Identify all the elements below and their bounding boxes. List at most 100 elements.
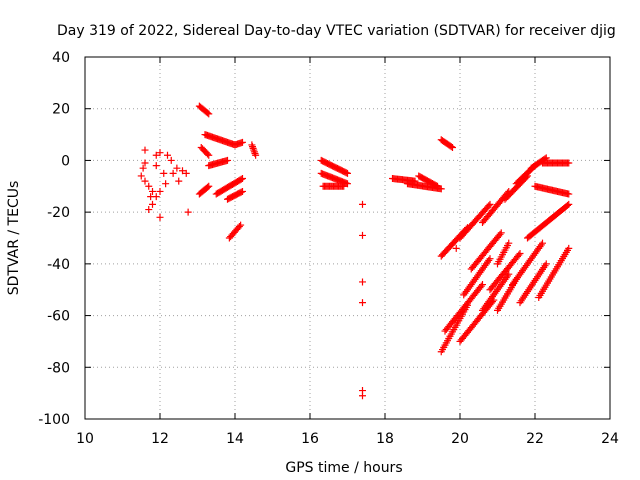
data-point <box>342 169 350 177</box>
data-point <box>137 172 145 180</box>
axis-ticks: 10 12 14 16 18 20 22 24 -100 -80 -60 -40 -20 0 20 40 <box>38 50 619 447</box>
data-point <box>485 202 493 210</box>
data-point <box>515 251 523 259</box>
data-point <box>486 200 494 208</box>
data-point <box>344 180 351 188</box>
data-point <box>156 149 164 157</box>
data-point <box>156 213 164 221</box>
data-point <box>359 299 366 307</box>
data-point <box>204 109 212 117</box>
x-tick-label: 20 <box>451 431 469 447</box>
y-tick-label: -60 <box>47 309 70 325</box>
data-point <box>497 229 505 237</box>
data-point <box>542 260 550 268</box>
x-tick-label: 12 <box>151 431 169 447</box>
data-point <box>141 159 149 167</box>
data-point <box>340 182 348 190</box>
plot-frame <box>84 56 611 420</box>
data-point <box>152 162 160 170</box>
data-point <box>447 143 455 151</box>
data-point <box>248 141 256 149</box>
data-point <box>249 144 257 152</box>
data-point <box>249 143 256 151</box>
data-point <box>477 282 485 290</box>
data-point <box>565 244 573 252</box>
x-axis-label: GPS time / hours <box>285 460 402 476</box>
data-point <box>449 144 456 151</box>
x-tick-label: 22 <box>526 431 544 447</box>
data-point <box>164 151 171 159</box>
data-point <box>169 169 177 177</box>
data-point <box>496 230 504 238</box>
y-tick-label: 20 <box>52 102 70 118</box>
data-point <box>252 151 260 159</box>
data-point <box>564 201 571 209</box>
data-point <box>182 169 190 177</box>
data-point <box>479 281 486 289</box>
data-point <box>512 275 520 283</box>
data-point <box>359 392 366 400</box>
data-point <box>179 167 186 175</box>
data-point <box>204 183 212 191</box>
data-point <box>359 231 366 239</box>
data-point <box>250 146 258 154</box>
data-point <box>537 241 545 249</box>
y-tick-label: 0 <box>61 153 70 169</box>
x-tick-label: 16 <box>301 431 319 447</box>
data-point <box>250 148 258 156</box>
chart-title: Day 319 of 2022, Sidereal Day-to-day VTE… <box>57 23 616 39</box>
y-axis-label: SDTVAR / TECUs <box>6 181 22 296</box>
data-point <box>359 278 366 286</box>
data-point <box>160 169 168 177</box>
data-point <box>432 182 440 190</box>
data-point <box>452 244 460 252</box>
data-point <box>565 159 573 167</box>
data-point <box>205 151 213 159</box>
data-point <box>141 146 149 154</box>
y-tick-label: -20 <box>47 205 70 221</box>
data-point <box>359 200 366 208</box>
data-point <box>152 151 160 159</box>
data-point <box>235 223 243 231</box>
data-point <box>344 169 351 177</box>
data-point <box>237 221 245 229</box>
data-point <box>145 182 153 190</box>
data-point <box>224 156 231 164</box>
data-point <box>505 239 513 247</box>
data-point <box>434 182 441 190</box>
data-point <box>565 200 573 208</box>
data-point <box>141 177 149 185</box>
y-tick-label: -80 <box>47 360 70 376</box>
x-tick-label: 14 <box>226 431 244 447</box>
data-point <box>237 175 245 183</box>
data-point <box>205 110 213 118</box>
data-point <box>565 190 573 198</box>
data-point <box>237 188 245 196</box>
data-point <box>239 187 246 195</box>
data-point <box>167 156 175 164</box>
data-point <box>516 250 524 258</box>
data-point <box>504 272 511 280</box>
data-points <box>137 102 573 400</box>
y-tick-label: 40 <box>52 50 70 66</box>
data-point <box>205 182 213 190</box>
data-point <box>251 150 259 158</box>
y-tick-label: -40 <box>47 257 70 273</box>
data-point <box>505 270 513 278</box>
data-point <box>539 239 546 247</box>
data-point <box>149 200 156 208</box>
data-point <box>156 187 164 195</box>
data-point <box>175 177 183 185</box>
data-point <box>162 180 170 188</box>
data-point <box>184 208 192 216</box>
x-tick-label: 24 <box>601 431 619 447</box>
data-point <box>145 206 153 214</box>
data-point <box>239 138 246 146</box>
data-point <box>204 150 211 158</box>
data-point <box>485 256 493 264</box>
data-point <box>437 185 445 193</box>
data-point <box>173 164 181 172</box>
data-point <box>239 175 246 183</box>
